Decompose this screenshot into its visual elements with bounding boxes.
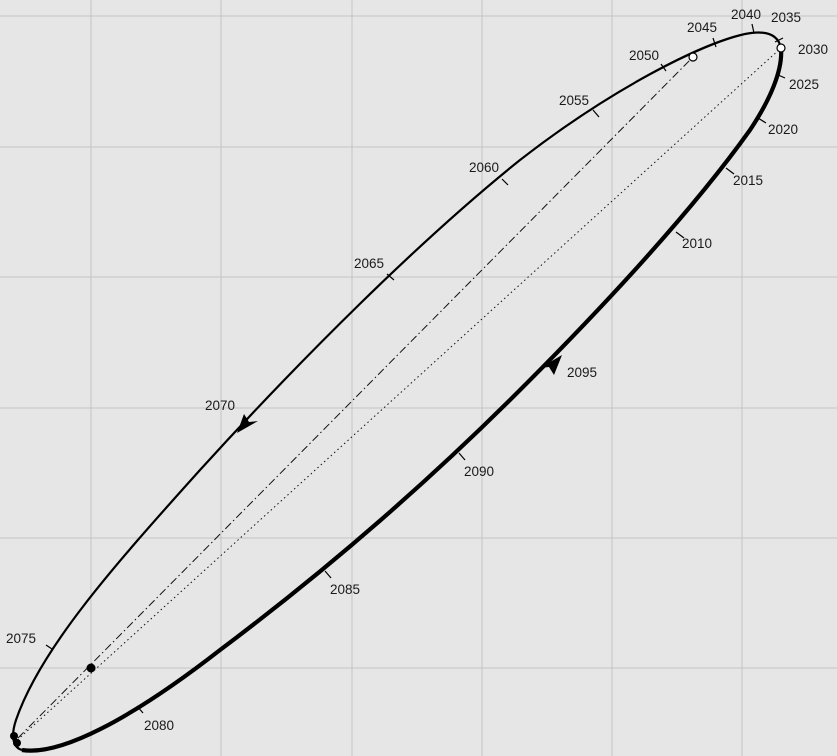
tick (712, 37, 717, 48)
year-label-2095: 2095 (567, 365, 597, 380)
tick (774, 37, 784, 43)
year-ticks (45, 23, 786, 714)
year-label-2075: 2075 (6, 631, 36, 646)
point-filled (13, 739, 21, 747)
year-label-2045: 2045 (687, 20, 717, 35)
tick (675, 231, 685, 239)
year-label-2090: 2090 (464, 464, 494, 479)
tick (501, 178, 509, 186)
tick (751, 23, 755, 34)
point-filled (86, 663, 96, 673)
arrow-down-left-icon (237, 414, 258, 433)
year-label-2080: 2080 (144, 718, 174, 733)
tick (775, 73, 786, 79)
year-label-2070: 2070 (205, 398, 235, 413)
year-label-2085: 2085 (330, 582, 360, 597)
tick (386, 273, 395, 281)
year-label-2030: 2030 (798, 42, 828, 57)
year-label-2015: 2015 (733, 173, 763, 188)
tick (725, 167, 735, 175)
year-label-2020: 2020 (768, 122, 798, 137)
orbit-arc-thick (21, 47, 784, 753)
tick (136, 705, 144, 714)
year-label-2035: 2035 (771, 10, 801, 25)
endpoint-open-2045 (688, 52, 698, 62)
tick (757, 117, 767, 124)
year-label-2060: 2060 (469, 160, 499, 175)
year-label-2040: 2040 (731, 7, 761, 22)
year-label-2010: 2010 (682, 236, 712, 251)
year-label-2050: 2050 (629, 48, 659, 63)
tick (660, 63, 667, 72)
point-filled (10, 732, 18, 740)
dotted-connector (13, 47, 782, 744)
endpoint-open-2030 (776, 43, 786, 53)
arrow-up-right-icon (540, 355, 562, 375)
tick (458, 452, 466, 461)
year-label-2055: 2055 (559, 93, 589, 108)
dashdot-connector (17, 56, 694, 739)
tick (592, 109, 600, 118)
orbit-arc-thin (12, 31, 783, 752)
year-label-2065: 2065 (354, 256, 384, 271)
tick (45, 644, 53, 650)
tick (324, 570, 332, 579)
year-label-2025: 2025 (789, 77, 819, 92)
year-labels: 2010 2015 2020 2025 2030 2035 2040 2045 … (6, 7, 828, 733)
